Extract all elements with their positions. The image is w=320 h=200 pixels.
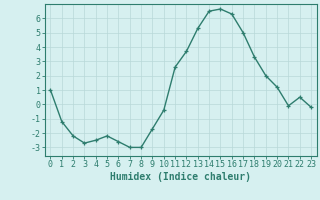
X-axis label: Humidex (Indice chaleur): Humidex (Indice chaleur): [110, 172, 251, 182]
